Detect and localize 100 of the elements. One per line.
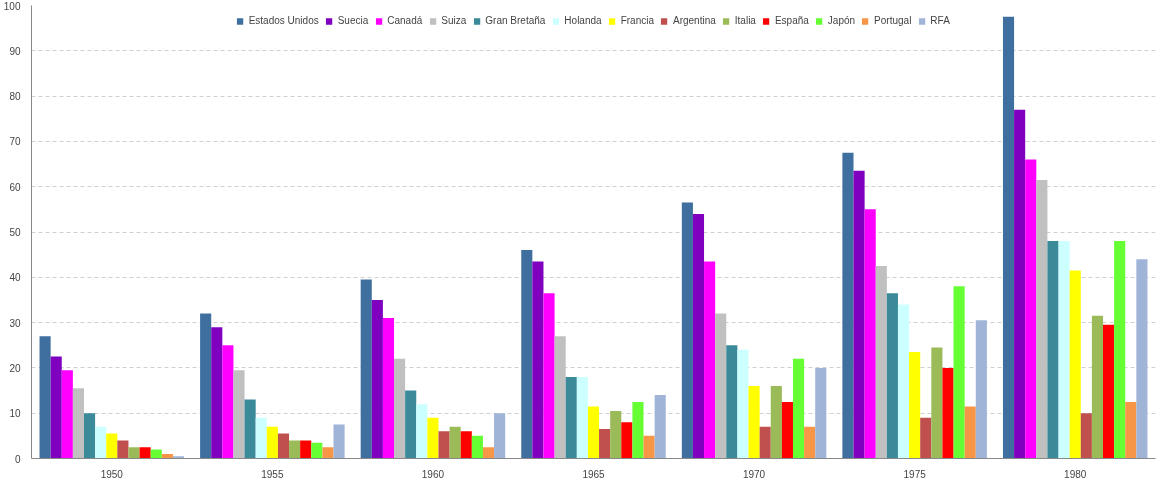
bar <box>117 440 129 459</box>
bar <box>1047 241 1059 459</box>
y-tick-label: 40 <box>9 272 21 284</box>
x-tick-label: 1980 <box>1064 468 1087 480</box>
bar <box>61 370 73 459</box>
bar <box>382 318 395 459</box>
legend-label: RFA <box>930 15 951 26</box>
x-tick-label: 1955 <box>261 468 284 480</box>
bar <box>1002 16 1015 459</box>
bar <box>587 406 600 459</box>
bar <box>1114 241 1126 459</box>
bar <box>953 286 965 459</box>
bar <box>681 202 693 459</box>
bar <box>427 417 439 459</box>
bar <box>704 261 716 459</box>
legend-label: España <box>774 15 809 26</box>
bar <box>139 447 151 459</box>
bar <box>864 209 876 459</box>
bar <box>106 433 118 459</box>
bar <box>792 358 805 459</box>
bar <box>482 447 495 459</box>
bar <box>654 395 666 459</box>
bar <box>95 426 107 459</box>
bar <box>322 447 334 459</box>
x-tick-label: 1960 <box>421 468 445 480</box>
bar <box>842 152 854 459</box>
x-tick-label: 1970 <box>742 468 766 480</box>
bar <box>311 442 323 459</box>
bar <box>128 447 140 459</box>
bar <box>554 336 566 459</box>
bar <box>211 327 223 459</box>
legend-label: Suiza <box>441 15 467 26</box>
bar <box>692 213 705 459</box>
y-tick-label: 50 <box>9 227 21 238</box>
bar <box>931 347 943 459</box>
bar <box>643 435 655 459</box>
bar <box>920 417 932 459</box>
bar <box>726 345 738 459</box>
bar <box>1136 259 1148 459</box>
bar <box>471 435 483 459</box>
legend-label: Holanda <box>564 15 602 26</box>
bar <box>405 390 417 459</box>
bar <box>416 404 428 459</box>
legend-label: Argentina <box>672 15 716 26</box>
legend-label: Japón <box>827 15 856 26</box>
legend-label: Portugal <box>874 15 912 26</box>
bar <box>50 356 62 459</box>
bar <box>39 336 51 459</box>
bar <box>621 422 633 459</box>
bar <box>438 431 450 459</box>
bar <box>1014 109 1026 459</box>
y-tick-label: 60 <box>9 181 21 193</box>
bar <box>449 426 461 459</box>
bar <box>942 367 954 459</box>
bar <box>875 265 887 459</box>
bar <box>897 304 910 459</box>
bar <box>1025 159 1037 459</box>
bar <box>610 410 622 459</box>
x-tick-label: 1965 <box>582 468 606 480</box>
bar <box>543 293 555 459</box>
bar <box>815 367 827 459</box>
bar <box>770 386 782 459</box>
bar <box>599 429 611 459</box>
bar <box>975 320 987 459</box>
y-tick-label: 80 <box>9 91 21 103</box>
bar <box>632 401 644 459</box>
y-tick-label: 90 <box>9 45 21 57</box>
bar <box>737 349 749 459</box>
bar <box>565 376 577 459</box>
bar <box>964 406 976 459</box>
bar <box>1103 324 1115 459</box>
bar <box>1125 401 1137 459</box>
bar <box>853 170 865 459</box>
bar <box>1036 179 1048 459</box>
bar <box>759 426 771 459</box>
bar <box>1058 241 1070 459</box>
x-tick-label: 1950 <box>100 468 124 480</box>
bar <box>277 433 290 459</box>
bar <box>371 299 383 459</box>
legend-label: Francia <box>620 15 654 26</box>
bar <box>909 352 921 459</box>
bar <box>1091 315 1104 459</box>
bar <box>300 440 312 459</box>
y-tick-label: 30 <box>9 317 21 329</box>
bar <box>715 313 727 459</box>
bar <box>576 376 588 459</box>
bar <box>244 399 256 459</box>
bar <box>150 449 162 459</box>
bar <box>494 413 506 459</box>
bar <box>804 426 816 459</box>
bar <box>333 424 345 459</box>
bar <box>266 426 278 459</box>
legend-label: Gran Bretaña <box>485 15 546 26</box>
bar <box>200 313 212 459</box>
y-tick-label: 20 <box>9 362 21 374</box>
bar <box>222 345 234 459</box>
legend-label: Canadá <box>387 15 423 26</box>
bar <box>360 279 372 459</box>
y-tick-label: 100 <box>3 0 21 12</box>
bar <box>289 440 301 459</box>
